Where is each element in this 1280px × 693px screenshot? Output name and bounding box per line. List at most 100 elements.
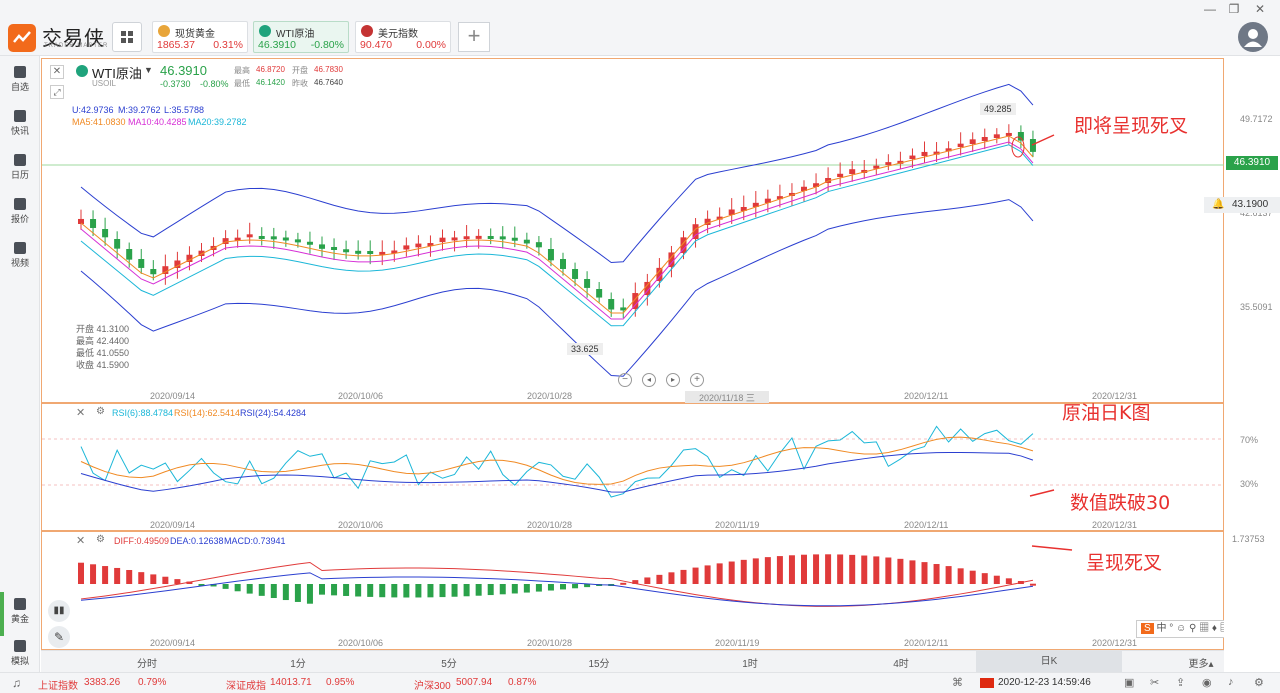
add-quote-button[interactable]: + (458, 22, 490, 52)
settings-icon[interactable]: ⚙ (1254, 677, 1264, 689)
close-icon[interactable]: ✕ (1254, 2, 1266, 16)
price-alert-tag[interactable]: 43.1900 (1204, 197, 1280, 213)
candle-body (355, 250, 362, 254)
minimize-icon[interactable]: — (1204, 2, 1216, 16)
candle-body (776, 196, 783, 200)
quote-usd-index[interactable]: 美元指数 90.470 0.00% (355, 21, 451, 53)
quote-price: 46.3910 (258, 39, 296, 51)
macd-bar (993, 575, 1000, 584)
tool-icon[interactable]: ✂ (1150, 677, 1160, 689)
candle-body (523, 239, 530, 244)
macd-tick: 1.73753 (1232, 534, 1265, 544)
settings-icon[interactable]: ⚙ (96, 406, 105, 417)
expand-icon[interactable]: ⤢ (50, 85, 64, 99)
macd-bar (776, 556, 783, 584)
macd-bar (909, 560, 916, 584)
sidebar-item-gold[interactable]: 黄金 (0, 598, 40, 625)
candle-body (138, 259, 145, 268)
candle-body (198, 250, 205, 256)
settings-icon[interactable]: ⚙ (96, 534, 105, 545)
candle-body (981, 137, 988, 141)
candle-body (270, 236, 277, 240)
macd-chart (78, 545, 1073, 607)
macd-bar (933, 564, 940, 584)
candle-body (993, 134, 1000, 138)
date-label: 2020/12/31 (1092, 391, 1138, 401)
more-button[interactable]: 更多▴ (1188, 659, 1214, 670)
macd-bar (451, 584, 458, 597)
boll-lower: L:35.5788 (164, 105, 205, 115)
chevron-down-icon[interactable]: ▼ (144, 65, 153, 75)
sidebar-item-watchlist[interactable]: 自选 (0, 66, 40, 93)
scroll-left-button[interactable]: ◂ (642, 373, 656, 387)
candle-body (909, 155, 916, 159)
date-label: 2020/12/11 (904, 391, 949, 401)
candle-body (632, 293, 639, 309)
annotation-below-30: 数值跌破30 (1070, 492, 1171, 514)
candle-body (379, 251, 386, 255)
macd-bar (186, 581, 193, 584)
avatar[interactable] (1238, 22, 1268, 52)
candle-body (608, 299, 615, 310)
candle-body (801, 186, 807, 191)
candle-body (728, 209, 735, 215)
rsi14-line (80, 436, 1034, 485)
draw-pen-icon[interactable]: ✎ (48, 626, 70, 648)
date-label: 2020/10/06 (338, 638, 384, 648)
sidebar-item-news[interactable]: 快讯 (0, 110, 40, 137)
tab-1h[interactable]: 1时 (742, 659, 758, 670)
restore-icon[interactable]: ❐ (1228, 2, 1240, 16)
app-logo-icon (8, 24, 36, 52)
zoom-in-button[interactable]: + (690, 373, 704, 387)
macd-diff-label: DIFF:0.49509 (114, 536, 170, 546)
timeframe-bar: 分时 1分 5分 15分 1时 4时 日K 更多▴ (41, 650, 1224, 672)
macd-bar (656, 574, 663, 584)
sidebar-item-simulate[interactable]: 模拟 (0, 640, 40, 667)
bell-icon[interactable]: 🔔 (1212, 199, 1225, 210)
tab-4h[interactable]: 4时 (893, 659, 909, 670)
macd-bar (499, 584, 506, 595)
sidebar-item-quotes[interactable]: 报价 (0, 198, 40, 225)
symbol-name[interactable]: WTI原油 (92, 66, 142, 81)
tab-1min[interactable]: 1分 (290, 659, 306, 670)
candle-body (1005, 132, 1012, 136)
ma5-line (80, 135, 1034, 314)
close-pane-icon[interactable]: ✕ (76, 407, 86, 419)
macd-bar (138, 572, 145, 584)
scroll-right-button[interactable]: ▸ (666, 373, 680, 387)
sidebar-item-calendar[interactable]: 日历 (0, 154, 40, 181)
tab-daily[interactable]: 日K (976, 651, 1122, 672)
quote-name: WTI原油 (276, 29, 315, 40)
quote-wti[interactable]: WTI原油 46.3910 -0.80% (253, 21, 349, 53)
symbol-code: USOIL (92, 79, 117, 88)
sidebar-item-video[interactable]: 视频 (0, 242, 40, 269)
close-pane-icon[interactable]: ✕ (50, 65, 64, 79)
low-label: 最低 (234, 79, 250, 88)
quote-gold[interactable]: 现货黄金 1865.37 0.31% (152, 21, 248, 53)
sidebar-item-label: 日历 (10, 170, 29, 180)
zoom-out-button[interactable]: − (618, 373, 632, 387)
indicator-icon[interactable]: ▮▮ (48, 600, 70, 622)
rsi-pane[interactable]: ✕ ⚙ RSI(6):88.4784 RSI(14):62.5414 RSI(2… (41, 402, 1225, 531)
macd-bar (584, 584, 591, 588)
close-pane-icon[interactable]: ✕ (76, 535, 86, 547)
tab-5min[interactable]: 5分 (441, 659, 457, 670)
share-icon[interactable]: ⇪ (1176, 677, 1186, 689)
grid-layout-button[interactable] (112, 22, 142, 52)
window-icon[interactable]: ▣ (1124, 677, 1135, 689)
headset-icon[interactable]: ♫ (12, 676, 21, 690)
ma10-label: MA10:40.4285 (128, 117, 187, 127)
volume-icon[interactable]: ♪ (1228, 676, 1234, 688)
date-label: 2020/12/31 (1092, 520, 1138, 530)
macd-pane[interactable]: ✕ ⚙ DIFF:0.49509 DEA:0.12638 MACD:0.7394… (41, 531, 1278, 650)
candle-body (294, 239, 301, 243)
camera-icon[interactable]: ◉ (1202, 677, 1212, 689)
chart-line-icon (14, 198, 26, 210)
candle-body (331, 246, 338, 250)
macd-bar (234, 584, 241, 592)
main-chart-pane[interactable]: ✕ ⤢ WTI原油 ▼ USOIL 46.3910 -0.3730 -0.80%… (41, 58, 1225, 404)
tab-timeshare[interactable]: 分时 (137, 659, 157, 670)
macd-bar (969, 570, 976, 584)
macd-bar (740, 559, 747, 584)
tab-15min[interactable]: 15分 (588, 659, 610, 670)
